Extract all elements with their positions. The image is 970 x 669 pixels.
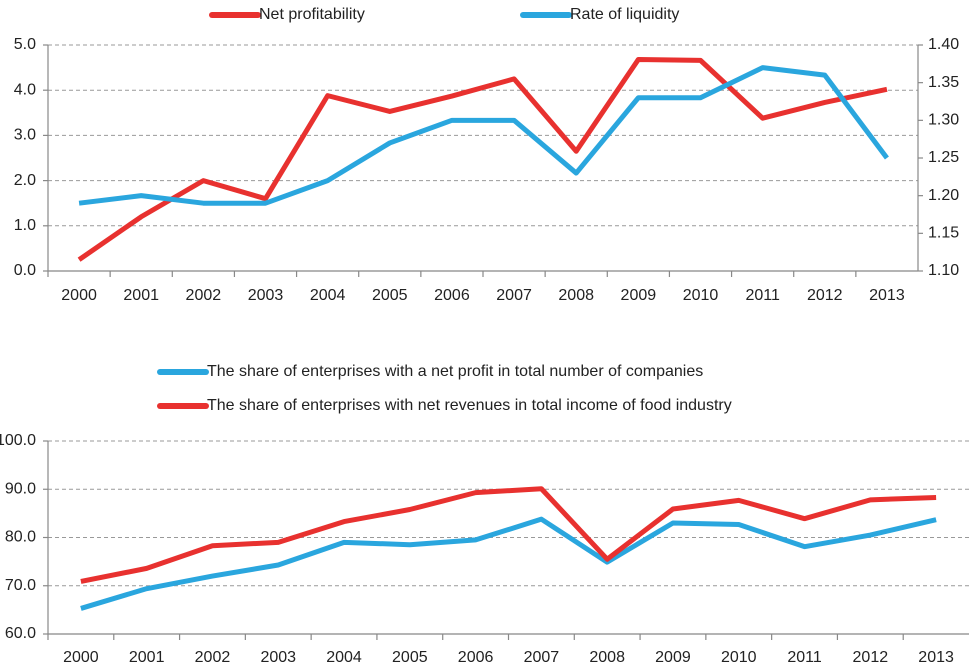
series-line <box>77 56 888 262</box>
y2-tick-label: 1.20 <box>928 187 959 204</box>
y-tick-label: 1.0 <box>14 217 36 234</box>
y-tick-label: 2.0 <box>14 172 36 189</box>
legend-label: Rate of liquidity <box>570 6 679 23</box>
y-tick-label: 3.0 <box>14 127 36 144</box>
y2-tick-label: 1.25 <box>928 149 959 166</box>
x-tick-label: 2003 <box>260 649 296 666</box>
x-tick-label: 2007 <box>496 287 532 304</box>
x-tick-label: 2006 <box>434 287 470 304</box>
y-tick-label: 4.0 <box>14 81 36 98</box>
series-line <box>78 65 889 206</box>
y-tick-label: 70.0 <box>5 577 36 594</box>
x-tick-label: 2012 <box>853 649 889 666</box>
y2-tick-label: 1.10 <box>928 262 959 279</box>
legend-label: The share of enterprises with a net prof… <box>207 363 703 380</box>
x-tick-label: 2011 <box>745 287 780 304</box>
x-tick-label: 2010 <box>721 649 757 666</box>
x-tick-label: 2000 <box>61 287 97 304</box>
series-line <box>80 516 937 611</box>
y2-tick-label: 1.35 <box>928 74 959 91</box>
x-tick-label: 2012 <box>807 287 843 304</box>
x-tick-label: 2002 <box>186 287 222 304</box>
x-tick-label: 2006 <box>458 649 494 666</box>
x-tick-label: 2007 <box>524 649 560 666</box>
y2-tick-label: 1.40 <box>928 36 959 53</box>
x-tick-label: 2010 <box>683 287 719 304</box>
y-tick-label: 60.0 <box>5 625 36 642</box>
series-line <box>80 486 937 584</box>
y-tick-label: 100.0 <box>0 432 36 449</box>
x-tick-label: 2009 <box>655 649 691 666</box>
y-tick-label: 90.0 <box>5 480 36 497</box>
x-tick-label: 2008 <box>558 287 594 304</box>
x-tick-label: 2001 <box>123 287 159 304</box>
x-tick-label: 2013 <box>869 287 905 304</box>
x-tick-label: 2004 <box>310 287 346 304</box>
x-tick-label: 2013 <box>918 649 954 666</box>
x-tick-label: 2004 <box>326 649 362 666</box>
y-tick-label: 0.0 <box>14 262 36 279</box>
x-tick-label: 2009 <box>621 287 657 304</box>
x-tick-label: 2005 <box>392 649 428 666</box>
x-tick-label: 2008 <box>589 649 625 666</box>
x-tick-label: 2000 <box>63 649 99 666</box>
legend-label: Net profitability <box>259 6 365 23</box>
legend-label: The share of enterprises with net revenu… <box>207 397 732 414</box>
x-tick-label: 2005 <box>372 287 408 304</box>
x-tick-label: 2002 <box>195 649 231 666</box>
x-tick-label: 2011 <box>787 649 822 666</box>
y2-tick-label: 1.15 <box>928 225 959 242</box>
x-tick-label: 2001 <box>129 649 165 666</box>
y-tick-label: 5.0 <box>14 36 36 53</box>
y2-tick-label: 1.30 <box>928 112 959 129</box>
x-tick-label: 2003 <box>248 287 284 304</box>
y-tick-label: 80.0 <box>5 529 36 546</box>
